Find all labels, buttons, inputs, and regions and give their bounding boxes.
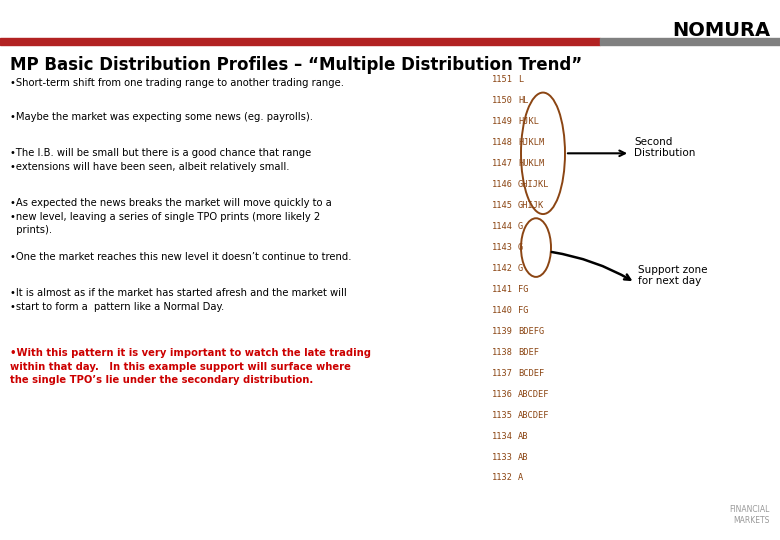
Text: 1141: 1141 <box>492 285 513 294</box>
Text: •As expected the news breaks the market will move quickly to a
•new level, leavi: •As expected the news breaks the market … <box>10 198 331 235</box>
Text: •With this pattern it is very important to watch the late trading
within that da: •With this pattern it is very important … <box>10 348 371 385</box>
Text: ABCDEF: ABCDEF <box>518 390 549 399</box>
Text: HJKLM: HJKLM <box>518 138 544 147</box>
Text: 1149: 1149 <box>492 117 513 126</box>
Text: 1138: 1138 <box>492 348 513 357</box>
Text: 1132: 1132 <box>492 474 513 483</box>
Text: L: L <box>518 76 523 84</box>
Text: 1151: 1151 <box>492 76 513 84</box>
Text: ABCDEF: ABCDEF <box>518 410 549 420</box>
Text: 1150: 1150 <box>492 97 513 105</box>
Text: FINANCIAL
MARKETS: FINANCIAL MARKETS <box>729 505 770 525</box>
Text: G: G <box>518 264 523 273</box>
Text: FG: FG <box>518 285 529 294</box>
Text: •It is almost as if the market has started afresh and the market will
•start to : •It is almost as if the market has start… <box>10 288 347 312</box>
Text: 1133: 1133 <box>492 453 513 462</box>
Text: HUKLM: HUKLM <box>518 159 544 168</box>
Bar <box>600 38 780 45</box>
Text: 1146: 1146 <box>492 180 513 189</box>
Text: MP Basic Distribution Profiles – “Multiple Distribution Trend”: MP Basic Distribution Profiles – “Multip… <box>10 56 582 74</box>
Text: A: A <box>518 474 523 483</box>
Text: HL: HL <box>518 97 529 105</box>
Text: 1144: 1144 <box>492 222 513 231</box>
Text: •The I.B. will be small but there is a good chance that range
•extensions will h: •The I.B. will be small but there is a g… <box>10 148 311 172</box>
Text: BCDEF: BCDEF <box>518 369 544 378</box>
Text: •Maybe the market was expecting some news (eg. payrolls).: •Maybe the market was expecting some new… <box>10 112 313 122</box>
Text: 1145: 1145 <box>492 201 513 210</box>
Text: AB: AB <box>518 453 529 462</box>
Text: Second
Distribution: Second Distribution <box>634 137 696 158</box>
Text: GHIJKL: GHIJKL <box>518 180 549 189</box>
Text: Support zone
for next day: Support zone for next day <box>638 265 707 286</box>
Text: BDEFG: BDEFG <box>518 327 544 336</box>
Text: FG: FG <box>518 306 529 315</box>
Text: G: G <box>518 222 523 231</box>
Text: 1137: 1137 <box>492 369 513 378</box>
Text: 1139: 1139 <box>492 327 513 336</box>
Text: •One the market reaches this new level it doesn’t continue to trend.: •One the market reaches this new level i… <box>10 252 352 262</box>
Text: 1143: 1143 <box>492 243 513 252</box>
Text: 1142: 1142 <box>492 264 513 273</box>
Text: 1147: 1147 <box>492 159 513 168</box>
Text: 1136: 1136 <box>492 390 513 399</box>
Text: AB: AB <box>518 431 529 441</box>
Text: 1134: 1134 <box>492 431 513 441</box>
Text: HJKL: HJKL <box>518 117 539 126</box>
Text: 1148: 1148 <box>492 138 513 147</box>
Text: 1135: 1135 <box>492 410 513 420</box>
Bar <box>0 38 600 45</box>
Text: BDEF: BDEF <box>518 348 539 357</box>
Text: GHIJK: GHIJK <box>518 201 544 210</box>
Text: G: G <box>518 243 523 252</box>
Text: •Short-term shift from one trading range to another trading range.: •Short-term shift from one trading range… <box>10 78 344 88</box>
Text: 1140: 1140 <box>492 306 513 315</box>
Text: NOMURA: NOMURA <box>672 21 770 39</box>
